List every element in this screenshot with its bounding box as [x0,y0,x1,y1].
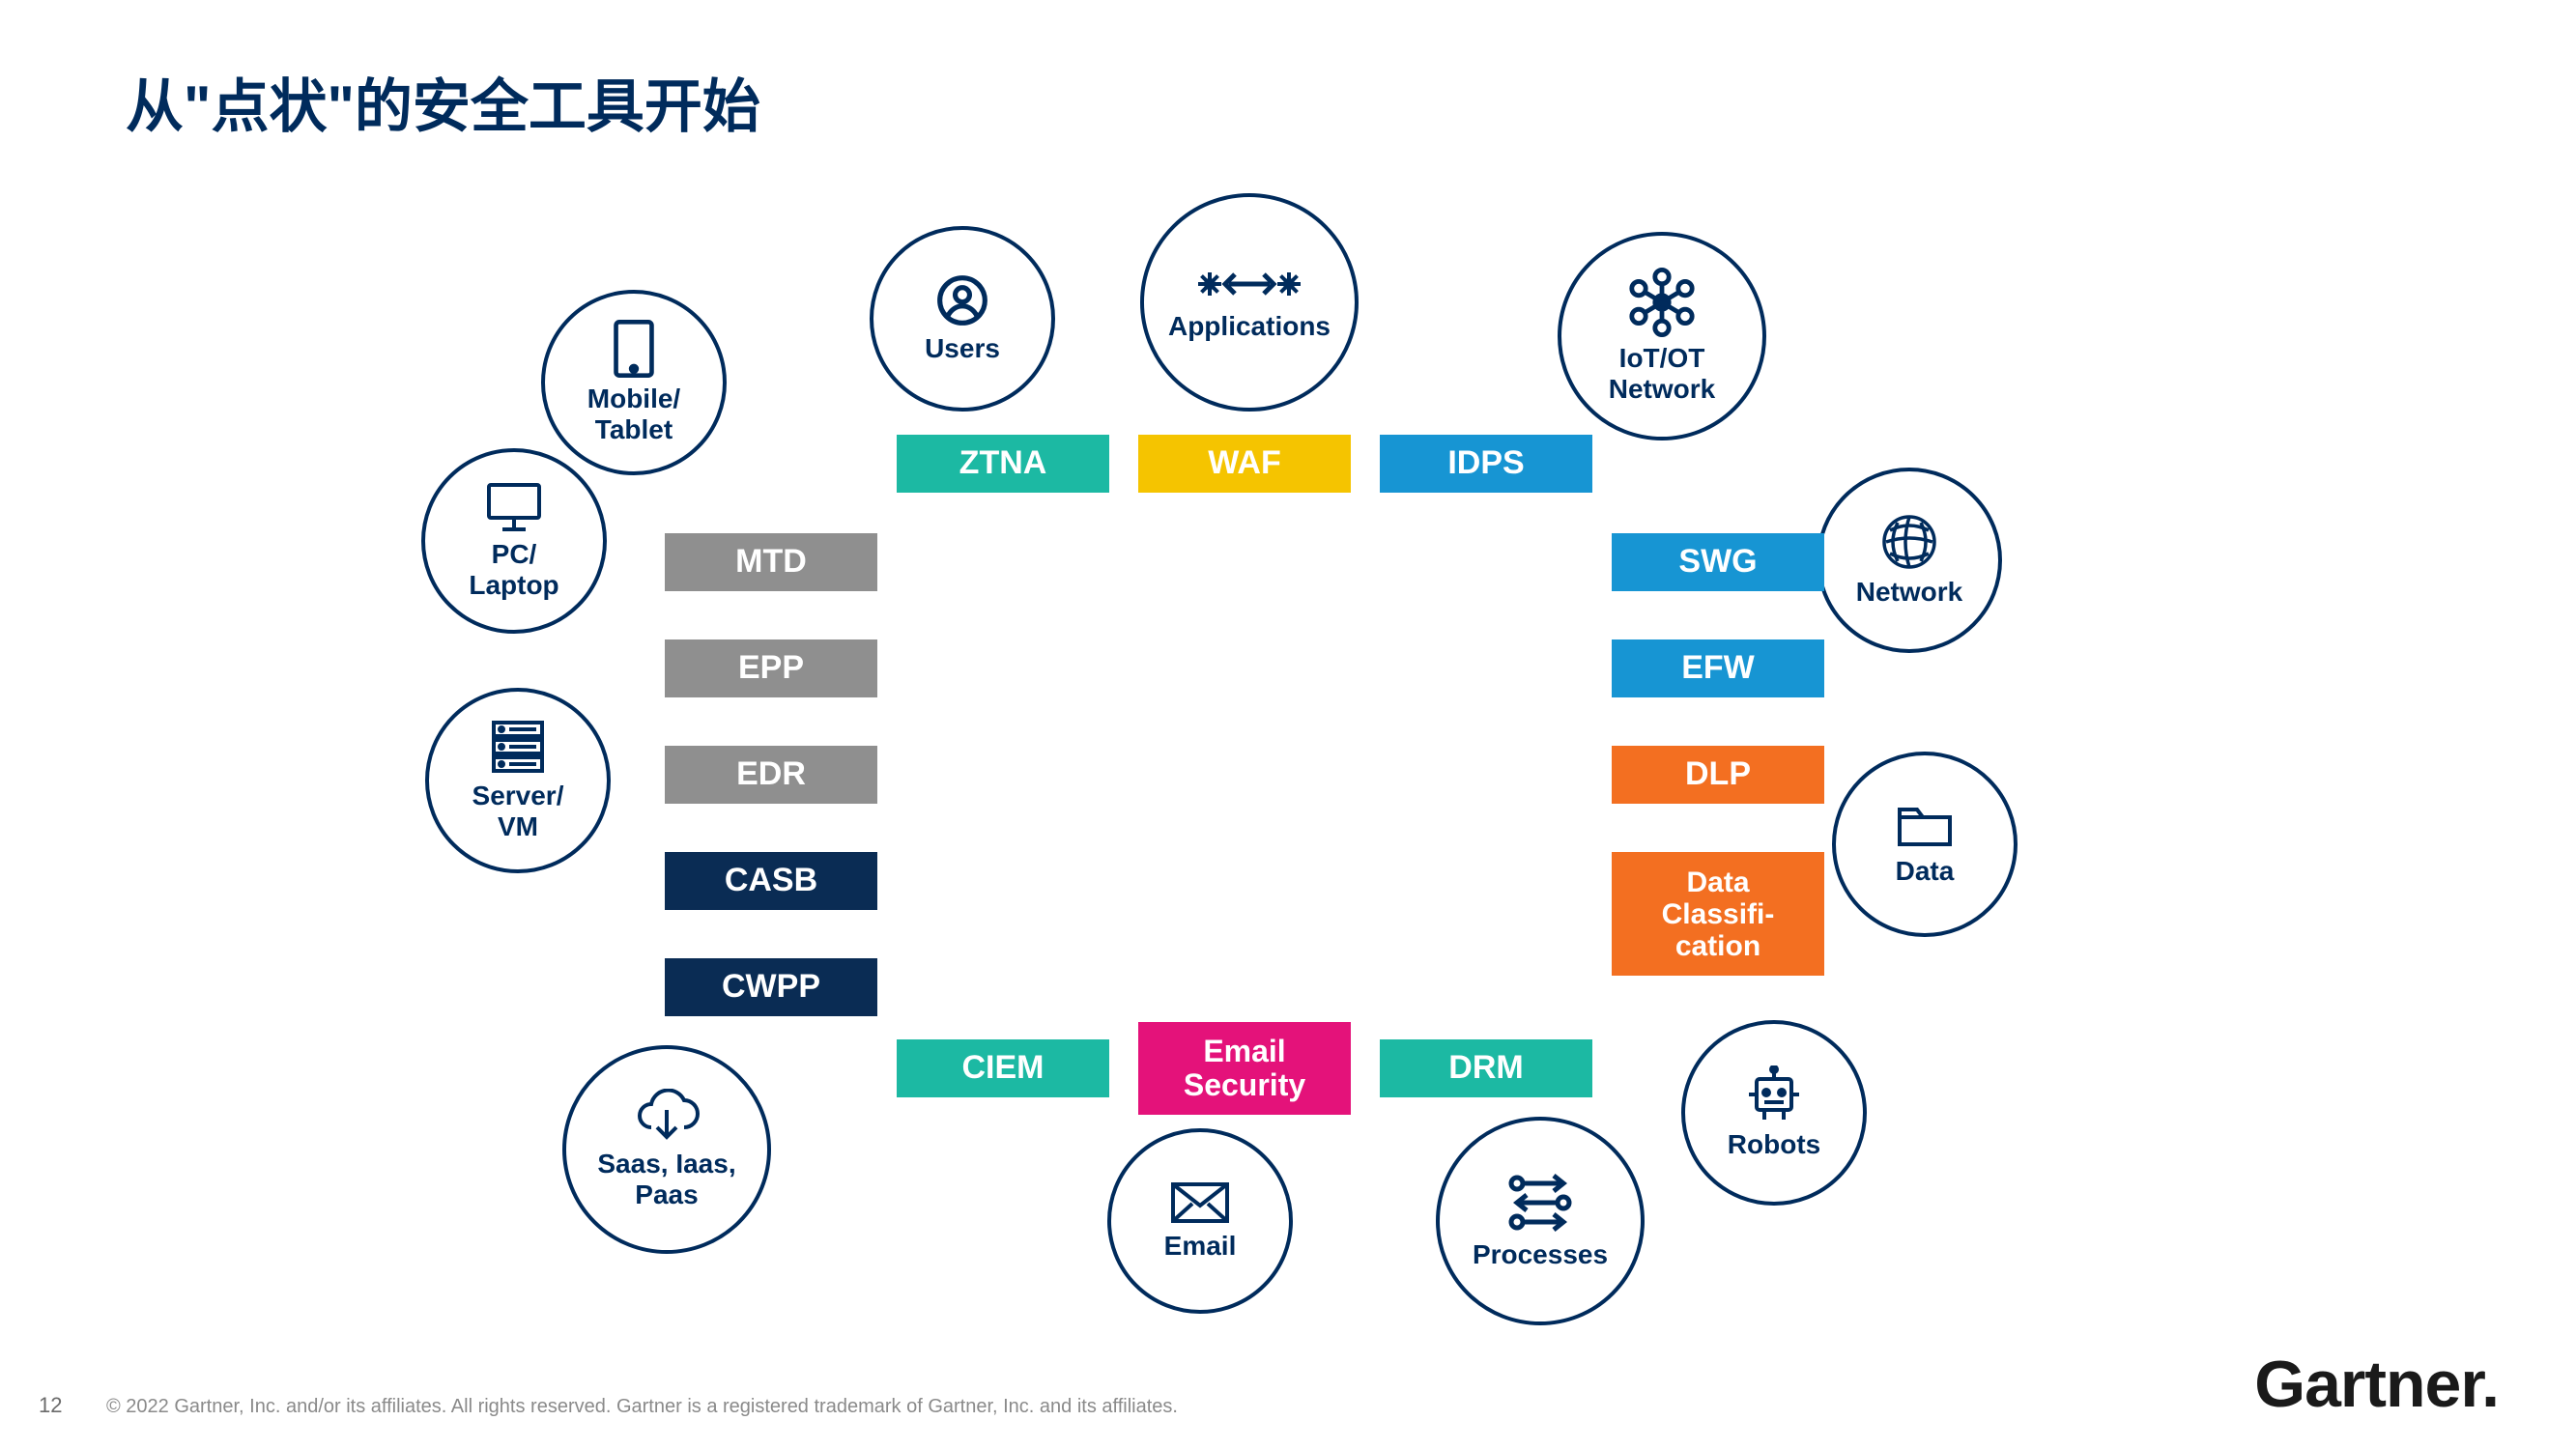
circle-server: Server/ VM [425,688,611,873]
circle-pc: PC/ Laptop [421,448,607,634]
circle-label: Users [925,333,1000,364]
box-mtd: MTD [665,533,877,591]
circle-label: Processes [1473,1239,1608,1270]
robot-icon [1743,1065,1805,1123]
circle-label: Network [1856,577,1962,608]
box-dataclass: Data Classifi- cation [1612,852,1824,976]
box-emailsec: Email Security [1138,1022,1351,1115]
applications-icon [1196,263,1302,305]
circle-processes: Processes [1436,1117,1645,1325]
box-epp: EPP [665,639,877,697]
circle-label: Email [1164,1231,1237,1262]
box-waf: WAF [1138,435,1351,493]
circle-email: Email [1107,1128,1293,1314]
globe-mesh-icon [1880,513,1938,571]
circle-label: Server/ VM [472,781,564,842]
box-efw: EFW [1612,639,1824,697]
server-icon [490,719,546,775]
box-cwpp: CWPP [665,958,877,1016]
circle-label: Mobile/ Tablet [587,384,680,445]
circle-label: IoT/OT Network [1609,343,1715,405]
circle-label: PC/ Laptop [469,539,558,601]
slide: 从"点状"的安全工具开始 Users Applications [0,0,2576,1449]
box-idps: IDPS [1380,435,1592,493]
box-swg: SWG [1612,533,1824,591]
circle-applications: Applications [1140,193,1359,412]
box-ciem: CIEM [897,1039,1109,1097]
copyright-text: © 2022 Gartner, Inc. and/or its affiliat… [106,1396,1178,1418]
cloud-download-icon [632,1089,701,1143]
box-drm: DRM [1380,1039,1592,1097]
circle-robots: Robots [1681,1020,1867,1206]
circle-label: Robots [1728,1129,1820,1160]
process-icon [1505,1172,1575,1234]
user-icon [935,273,989,327]
circle-users: Users [870,226,1055,412]
tablet-icon [611,320,657,378]
circle-mobile: Mobile/ Tablet [541,290,727,475]
gartner-logo: Gartner. [2254,1347,2499,1422]
circle-data: Data [1832,752,2018,937]
slide-title: 从"点状"的安全工具开始 [126,60,760,144]
folder-icon [1896,802,1954,850]
circle-label: Data [1896,856,1955,887]
monitor-icon [485,481,543,533]
box-casb: CASB [665,852,877,910]
circle-label: Saas, Iaas, Paas [597,1149,735,1210]
box-ztna: ZTNA [897,435,1109,493]
circle-network: Network [1817,468,2002,653]
circle-iot: IoT/OT Network [1558,232,1766,440]
circle-saas: Saas, Iaas, Paas [562,1045,771,1254]
box-edr: EDR [665,746,877,804]
page-number: 12 [39,1393,62,1418]
iot-icon [1627,268,1697,337]
envelope-icon [1169,1180,1231,1225]
circle-label: Applications [1168,311,1331,342]
box-dlp: DLP [1612,746,1824,804]
